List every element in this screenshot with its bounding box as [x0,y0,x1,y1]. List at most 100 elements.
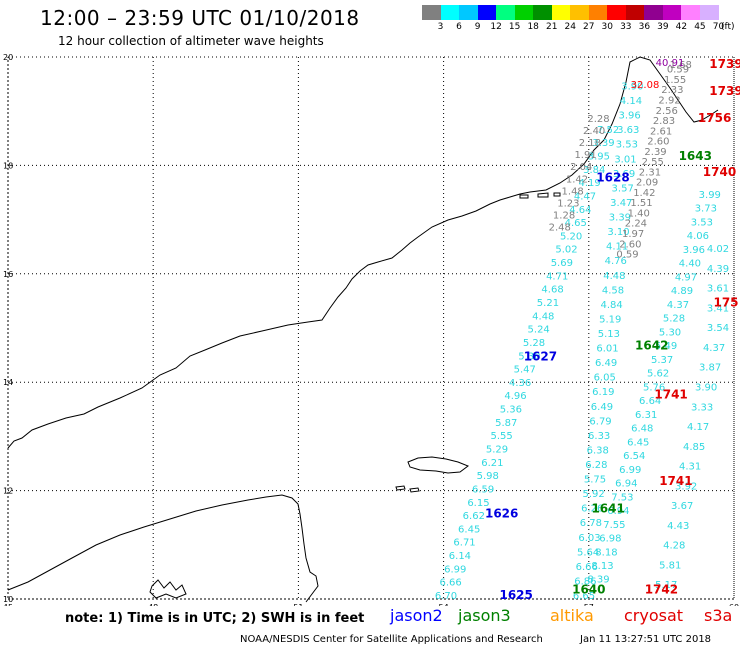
wave-height-value: 6.45 [627,437,649,448]
wave-height-value: 7.52 [597,125,619,136]
wave-height-value: 6.54 [623,451,645,462]
wave-height-value: 3.41 [707,303,729,314]
wave-height-value: 3.57 [612,183,634,194]
color-scale-swatch [459,5,478,20]
color-scale-label: 27 [583,22,595,32]
wave-height-value: 4.97 [675,272,697,283]
wave-height-value: 0.59 [667,65,689,76]
color-scale-swatch [477,5,497,20]
wave-height-value: 3.69 [613,169,635,180]
lon-tick-label: 51 [293,603,303,606]
color-scale-label: 18 [527,22,539,32]
map-subtitle: 12 hour collection of altimeter wave hei… [58,34,324,48]
lat-lon-grid [7,56,735,600]
pass-time-label: 1742 [645,583,678,597]
legend-item-jason3: jason3 [458,606,511,625]
lat-tick-label: 16 [3,270,13,279]
lon-tick-label: 60 [729,603,739,606]
wave-height-value: 4.06 [687,231,709,242]
legend-item-cryosat: cryosat [624,606,684,625]
wave-height-value: 6.64 [639,396,661,407]
wave-height-value: 5.62 [647,369,669,380]
wave-height-value: 1.97 [622,229,644,240]
wave-height-value: 5.02 [555,245,577,256]
wave-height-value: 1.28 [553,210,575,221]
wave-height-value: 2.48 [549,222,571,233]
island-small-5 [553,192,561,197]
legend-item-jason2: jason2 [390,606,443,625]
wave-height-value: 4.19 [578,178,600,189]
pass-time-label: 1756 [698,111,731,125]
lon-tick-label: 48 [148,603,158,606]
lat-tick-label: 10 [3,595,13,604]
wave-height-value: 3.90 [621,82,643,93]
wave-height-value: 3.01 [614,154,636,165]
color-scale-label: 9 [474,22,481,32]
color-scale-swatch [644,5,663,20]
generated-timestamp: Jan 11 13:27:51 UTC 2018 [580,634,712,645]
color-scale-label: 42 [675,22,688,32]
wave-height-value: 3.54 [707,323,729,334]
wave-height-value: 6.05 [594,373,616,384]
wave-height-value: 4.37 [667,300,689,311]
color-scale-swatch [607,5,626,20]
wave-height-value: 0.59 [616,250,638,261]
wave-height-value: 6.99 [444,564,466,575]
wave-height-value: 3.53 [616,140,638,151]
wave-height-value: 4.02 [707,244,729,255]
wave-height-value: 5.81 [659,560,681,571]
color-scale-label: 70 [712,22,725,32]
wave-height-value: 2.56 [656,106,678,117]
wave-height-value: 6.31 [635,410,657,421]
wave-height-value: 5.55 [490,431,512,442]
wave-height-value: 2.31 [639,167,661,178]
wave-height-value: 5.75 [584,475,606,486]
color-scale-labels: 3 6 9 12 15 18 21 24 27 30 33 36 39 42 45 70 (ft) [422,22,737,34]
wave-height-value: 2.39 [644,147,666,158]
wave-height-value: 8.13 [591,561,613,572]
legend-item-s3a: s3a [704,606,733,625]
wave-height-value: 5.47 [514,365,536,376]
color-scale-label: 24 [564,22,576,32]
color-scale-swatch [699,5,719,20]
lat-tick-label: 12 [3,487,13,496]
map-frame [7,56,735,600]
wave-height-value: 3.67 [671,501,693,512]
high-wave-value: 32.08 [631,80,660,91]
wave-height-map: 45 48 51 54 57 60 20 18 16 14 12 10 6.70 6.66 6.99 6.1… [3,53,740,606]
wave-height-value: 3.96 [618,111,640,122]
wave-height-value: 4.48 [532,311,554,322]
wave-height-value: 1.40 [628,208,650,219]
coastline [7,56,719,603]
wave-height-value: 2.04 [570,162,592,173]
wave-height-value: 6.98 [599,534,621,545]
wave-height-value: 6.66 [576,562,598,573]
color-scale-swatch [570,5,589,20]
color-scale-swatch [662,5,682,20]
wave-height-value: 2.55 [642,157,664,168]
color-scale-swatch [533,5,552,20]
wave-height-value: 3.96 [683,245,705,256]
wave-height-value: 6.45 [458,524,480,535]
color-scale-swatch [718,5,738,20]
wave-height-value: 6.26 [581,504,603,515]
wave-height-value: 5.87 [495,418,517,429]
wave-height-value: 6.62 [463,511,485,522]
wave-height-value: 4.37 [703,343,725,354]
wave-height-value: 5.69 [551,258,573,269]
pass-time-label: 1739 [709,84,740,98]
wave-height-value: 7.55 [603,520,625,531]
color-scale-swatch [440,5,460,20]
island-small-1 [395,485,406,491]
lon-tick-label: 54 [439,603,449,606]
wave-height-value: 1.68 [670,60,692,71]
wave-height-value: 2.60 [647,137,669,148]
wave-height-value: 2.24 [625,219,647,230]
wave-height-value: 4.14 [620,96,642,107]
color-scale-label: 30 [601,22,614,32]
color-scale-swatch [625,5,645,20]
wave-height-value: 4.17 [687,422,709,433]
wave-height-value: 4.68 [541,285,563,296]
color-scale-label: 6 [456,22,462,32]
wave-height-value: 6.94 [607,506,629,517]
